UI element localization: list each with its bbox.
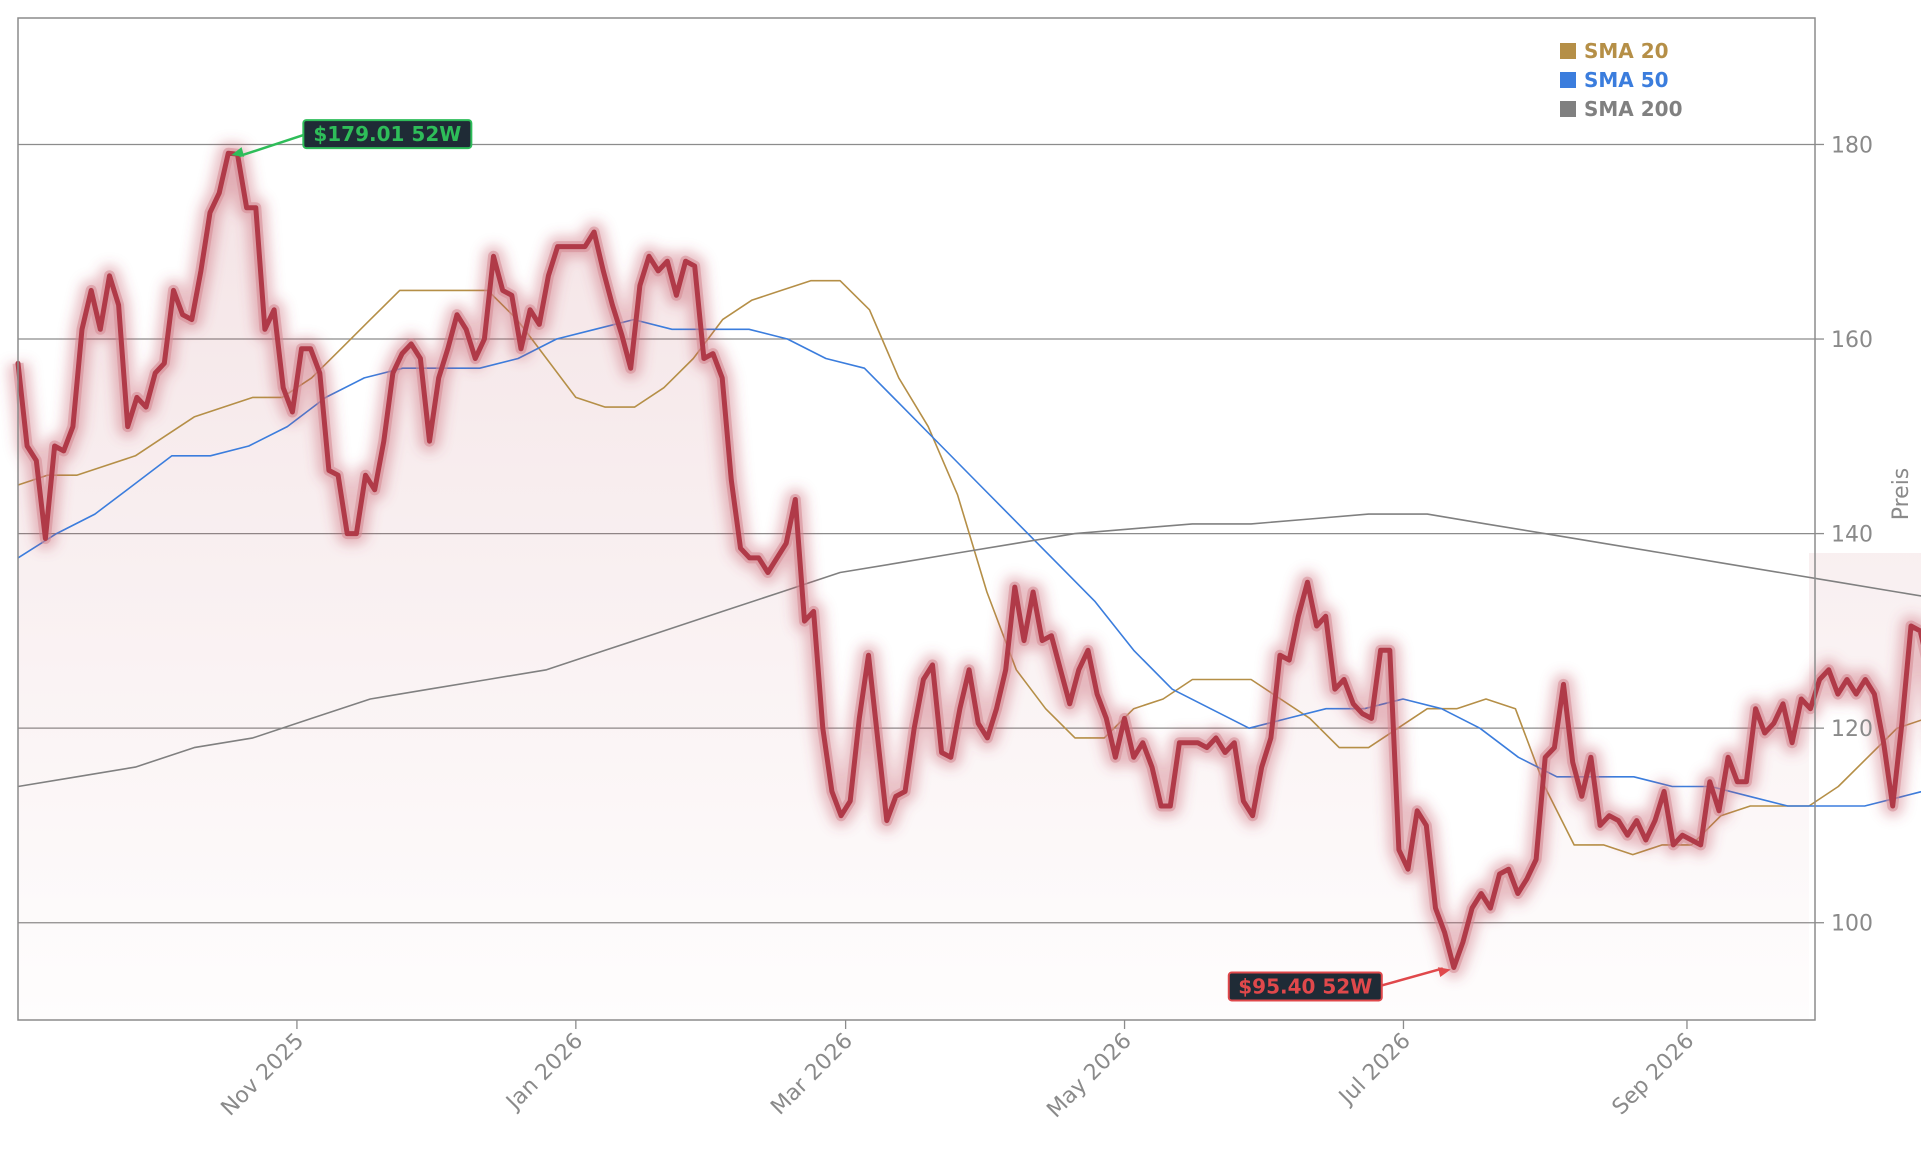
- legend: SMA 20 SMA 50 SMA 200: [1560, 39, 1683, 121]
- annotation-label: $95.40 52W: [1238, 974, 1372, 998]
- annotation-label: $179.01 52W: [313, 122, 461, 146]
- y-axis-ticks: 100 120 140 160 180: [1815, 133, 1873, 937]
- annotation-box: [302, 119, 473, 150]
- y-axis-title: Preis: [1889, 468, 1914, 521]
- legend-sma-200: SMA 200: [1560, 97, 1683, 121]
- legend-swatch: [1560, 101, 1576, 117]
- annotation-arrow-line: [1381, 967, 1444, 987]
- annotation-arrowhead: [1437, 967, 1451, 978]
- y-tick-label-140: 140: [1831, 523, 1873, 548]
- price-area-fill: [18, 153, 1921, 1020]
- legend-sma-20: SMA 20: [1560, 39, 1669, 63]
- x-tick-label-3: May 2026: [1042, 1029, 1136, 1123]
- sma-200-line: [17, 513, 1921, 788]
- y-tick-label-160: 160: [1831, 328, 1873, 353]
- plot-frame: [17, 17, 1816, 1021]
- price-line-group: [7, 142, 1921, 979]
- x-tick-label-1: Jan 2026: [500, 1029, 588, 1117]
- legend-swatch: [1560, 72, 1576, 88]
- legend-label: SMA 200: [1584, 97, 1683, 121]
- x-tick-label-5: Sep 2026: [1608, 1029, 1700, 1121]
- x-tick-label-2: Mar 2026: [766, 1029, 858, 1121]
- y-tick-label-100: 100: [1831, 912, 1873, 937]
- annotation-arrowhead: [231, 147, 245, 157]
- annotations: $179.01 52W $95.40 52W: [231, 119, 1451, 1002]
- y-tick-label-120: 120: [1831, 717, 1873, 742]
- 52w-high-annotation: $179.01 52W: [231, 119, 473, 158]
- legend-label: SMA 50: [1584, 68, 1669, 92]
- plot-border: [17, 17, 1816, 1021]
- x-tick-label-4: Jul 2026: [1333, 1029, 1415, 1111]
- price-line: [15, 150, 1921, 970]
- annotation-arrow-line: [238, 133, 304, 158]
- price-area: [18, 153, 1921, 1020]
- legend-swatch: [1560, 43, 1576, 59]
- x-tick-label-0: Nov 2025: [217, 1029, 310, 1122]
- 52w-low-annotation: $95.40 52W: [1227, 967, 1451, 1002]
- legend-sma-50: SMA 50: [1560, 68, 1669, 92]
- legend-label: SMA 20: [1584, 39, 1669, 63]
- y-tick-label-180: 180: [1831, 133, 1873, 158]
- annotation-box: [1227, 971, 1383, 1002]
- x-axis-ticks: Nov 2025 Jan 2026 Mar 2026 May 2026 Jul 2026…: [217, 1020, 1700, 1123]
